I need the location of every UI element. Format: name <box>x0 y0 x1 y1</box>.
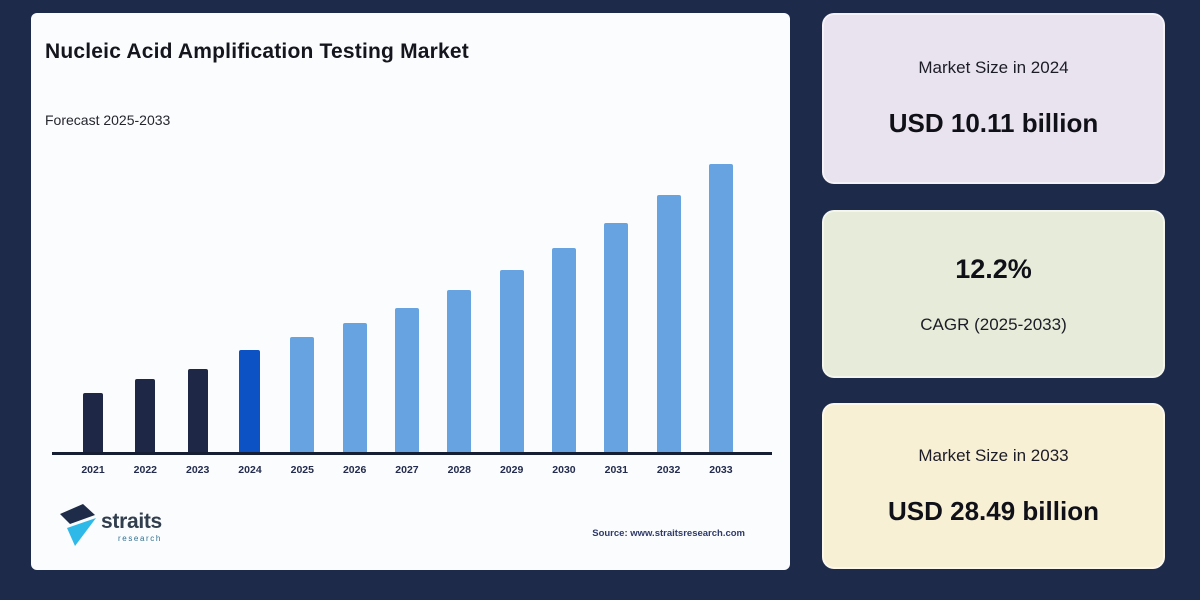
x-tick-2024: 2024 <box>238 464 262 476</box>
card-market-size-2033: Market Size in 2033 USD 28.49 billion <box>822 403 1165 569</box>
bar-2033 <box>708 164 733 452</box>
logo-arrow-icon <box>60 504 96 546</box>
x-tick-2027: 2027 <box>395 464 419 476</box>
bar-column-2023: 2023 <box>186 164 210 476</box>
chart-title: Nucleic Acid Amplification Testing Marke… <box>45 40 469 63</box>
bar-2026 <box>342 323 367 452</box>
card-label: Market Size in 2033 <box>918 445 1069 465</box>
logo-wordmark: straits research <box>101 511 162 543</box>
bar-column-2025: 2025 <box>290 164 315 476</box>
card-label: CAGR (2025-2033) <box>920 314 1067 334</box>
bar-column-2024: 2024 <box>238 164 262 476</box>
bar-chart: 2021 2022 2023 2024 2025 2026 2027 2028 2029 2030… <box>81 164 733 476</box>
x-tick-2033: 2033 <box>709 464 733 476</box>
straits-logo: straits research <box>58 502 162 548</box>
bar-2031 <box>604 223 629 452</box>
card-value: USD 10.11 billion <box>888 108 1099 138</box>
bar-2025 <box>290 337 315 452</box>
bar-column-2022: 2022 <box>133 164 157 476</box>
logo-sub-wordmark: research <box>118 534 162 543</box>
bar-column-2029: 2029 <box>499 164 524 476</box>
bar-2024 <box>239 349 261 452</box>
bar-column-2033: 2033 <box>708 164 733 476</box>
bar-2021 <box>83 393 103 452</box>
bar-2028 <box>447 290 472 452</box>
x-tick-2029: 2029 <box>499 464 524 476</box>
x-tick-2025: 2025 <box>290 464 314 476</box>
x-tick-2026: 2026 <box>342 464 367 476</box>
card-cagr: 12.2% CAGR (2025-2033) <box>822 210 1165 378</box>
x-tick-2023: 2023 <box>185 464 210 476</box>
card-label: Market Size in 2024 <box>918 58 1069 77</box>
bar-column-2026: 2026 <box>342 164 367 476</box>
bar-2030 <box>551 248 576 452</box>
bar-2032 <box>656 195 681 452</box>
chart-subtitle: Forecast 2025-2033 <box>45 112 171 128</box>
x-tick-2030: 2030 <box>552 464 576 476</box>
card-market-size-2024: Market Size in 2024 USD 10.11 billion <box>822 13 1165 184</box>
logo-wordmark-text: straits <box>101 510 162 533</box>
x-tick-2032: 2032 <box>656 464 681 476</box>
bar-column-2031: 2031 <box>604 164 629 476</box>
bar-column-2027: 2027 <box>394 164 419 476</box>
x-axis-line <box>52 452 772 455</box>
card-value: 12.2% <box>955 253 1032 284</box>
chart-panel: Nucleic Acid Amplification Testing Marke… <box>31 13 790 570</box>
x-tick-2022: 2022 <box>133 464 158 476</box>
bar-column-2021: 2021 <box>81 164 105 476</box>
x-tick-2021: 2021 <box>81 464 105 476</box>
card-value: USD 28.49 billion <box>888 495 1099 526</box>
bar-column-2032: 2032 <box>656 164 681 476</box>
source-link[interactable]: Source: www.straitsresearch.com <box>592 528 745 539</box>
bar-column-2028: 2028 <box>447 164 472 476</box>
x-tick-2031: 2031 <box>604 464 628 476</box>
x-tick-2028: 2028 <box>447 464 471 476</box>
bar-2027 <box>394 307 419 452</box>
bar-2022 <box>135 379 156 452</box>
bar-column-2030: 2030 <box>551 164 576 476</box>
bar-2029 <box>499 270 524 452</box>
bar-2023 <box>187 369 208 452</box>
